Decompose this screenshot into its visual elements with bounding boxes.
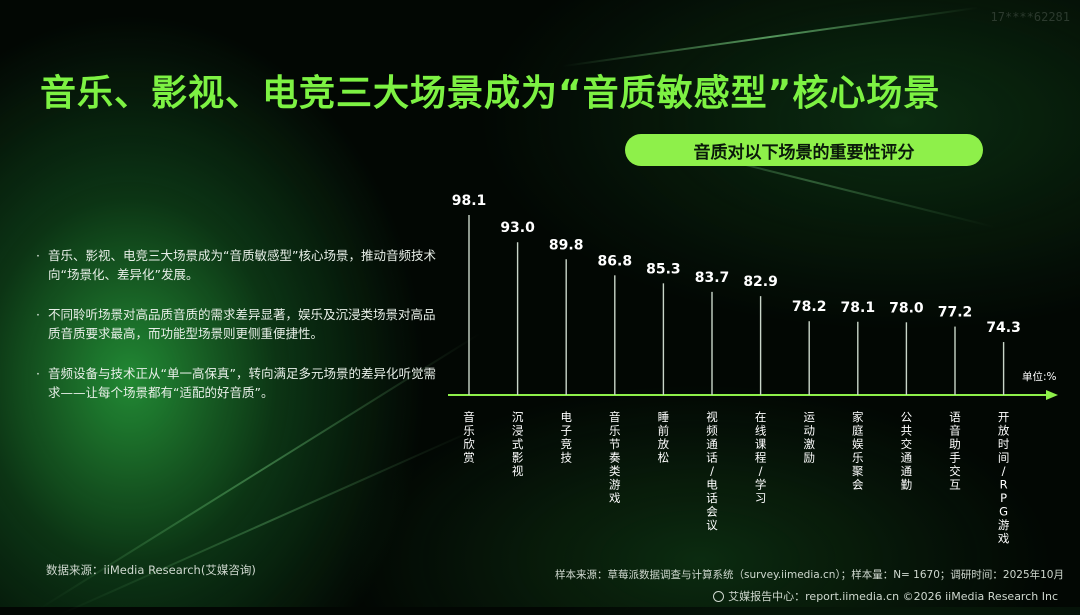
data-label: 86.8 [598, 253, 633, 269]
category-label: 睡前放松 [658, 410, 670, 465]
category-label: 音乐节奏类游戏 [609, 410, 621, 505]
bullet-text: 不同聆听场景对高品质音质的需求差异显著，娱乐及沉浸类场景对高品质音质要求最高，而… [48, 307, 436, 341]
bullet-item: · 音频设备与技术正从“单一高保真”，转向满足多元场景的差异化听觉需求——让每个场… [36, 366, 436, 400]
x-axis-arrow [1046, 390, 1058, 400]
watermark: 17****62281 [990, 10, 1070, 24]
category-label: 视频通话/电话会议 [706, 410, 718, 532]
category-label: 家庭娱乐聚会 [852, 410, 864, 492]
bullet-item: · 不同聆听场景对高品质音质的需求差异显著，娱乐及沉浸类场景对高品质音质要求最高，… [36, 307, 436, 341]
data-label: 93.0 [500, 220, 535, 236]
data-source: 数据来源：iiMedia Research(艾媒咨询) [46, 563, 256, 577]
bullet-text: 音乐、影视、电竞三大场景成为“音质敏感型”核心场景，推动音频技术向“场景化、差异… [48, 248, 436, 282]
category-label: 沉浸式影视 [512, 410, 524, 478]
bullet-text: 音频设备与技术正从“单一高保真”，转向满足多元场景的差异化听觉需求——让每个场景… [48, 366, 436, 400]
page-title: 音乐、影视、电竞三大场景成为“音质敏感型”核心场景 [40, 73, 941, 114]
bullet-list: · 音乐、影视、电竞三大场景成为“音质敏感型”核心场景，推动音频技术向“场景化、差… [36, 246, 436, 423]
category-label: 开放时间/R P G 游戏 [998, 410, 1010, 546]
footer-text: 艾媒报告中心：report.iimedia.cn ©2026 iiMedia R… [728, 590, 1058, 603]
data-label: 98.1 [452, 193, 487, 209]
category-label: 语音助手交互 [949, 410, 961, 492]
data-label: 77.2 [938, 305, 973, 321]
category-label: 音乐欣赏 [463, 410, 475, 465]
category-label: 运动激励 [803, 410, 815, 465]
data-label: 74.3 [986, 320, 1021, 336]
data-label: 78.1 [841, 300, 876, 316]
data-label: 82.9 [743, 274, 778, 290]
bullet-item: · 音乐、影视、电竞三大场景成为“音质敏感型”核心场景，推动音频技术向“场景化、差… [36, 248, 436, 282]
data-label: 89.8 [549, 237, 584, 253]
category-label: 在线课程/学习 [755, 410, 767, 505]
category-label: 电子竞技 [560, 410, 572, 465]
category-label: 公共交通通勤 [901, 410, 913, 492]
data-label: 83.7 [695, 270, 730, 286]
iimedia-logo-icon [713, 590, 725, 602]
data-label: 85.3 [646, 261, 681, 277]
data-label: 78.0 [889, 300, 924, 316]
chart-subtitle-pill: 音质对以下场景的重要性评分 [625, 134, 983, 166]
sample-source: 样本来源：草莓派数据调查与计算系统（survey.iimedia.cn）；样本量… [554, 569, 1064, 581]
unit-label: 单位:% [1022, 370, 1057, 383]
data-label: 78.2 [792, 299, 827, 315]
chart-subtitle: 音质对以下场景的重要性评分 [693, 142, 915, 163]
footer: 艾媒报告中心：report.iimedia.cn ©2026 iiMedia R… [713, 588, 1058, 604]
